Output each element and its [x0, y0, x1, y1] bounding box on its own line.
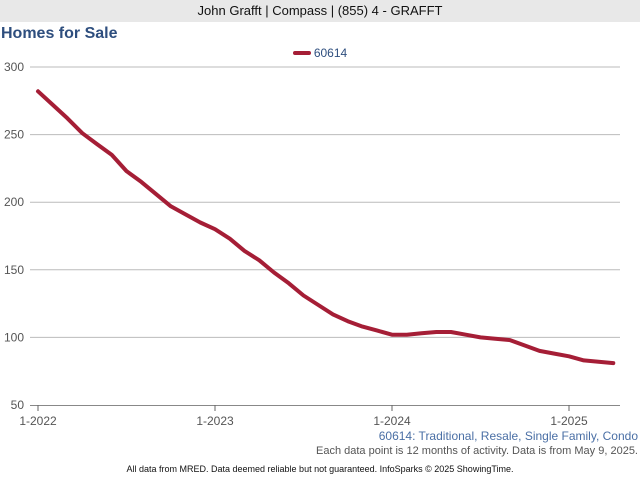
y-tick-label: 100: [4, 330, 24, 344]
chart-title: Homes for Sale: [1, 25, 118, 42]
x-tick-label: 1-2023: [196, 414, 234, 428]
legend[interactable]: 60614: [0, 46, 640, 60]
footer-disclaimer: All data from MRED. Data deemed reliable…: [126, 464, 514, 474]
y-tick-label: 50: [11, 398, 25, 412]
y-tick-label: 150: [4, 263, 24, 277]
y-tick-label: 300: [4, 60, 24, 74]
header-text: John Grafft | Compass | (855) 4 - GRAFFT: [197, 3, 443, 18]
y-tick-label: 200: [4, 195, 24, 209]
legend-label: 60614: [313, 46, 348, 60]
data-note: Each data point is 12 months of activity…: [315, 445, 638, 457]
header-bar: John Grafft | Compass | (855) 4 - GRAFFT: [0, 0, 640, 22]
x-tick-label: 1-2025: [550, 414, 588, 428]
series-line-60614: [36, 89, 616, 366]
x-tick-label: 1-2022: [19, 414, 57, 428]
x-tick-label: 1-2024: [373, 414, 411, 428]
series-description: 60614: Traditional, Resale, Single Famil…: [378, 429, 638, 443]
y-tick-label: 250: [4, 128, 24, 142]
legend-swatch: [292, 50, 311, 55]
